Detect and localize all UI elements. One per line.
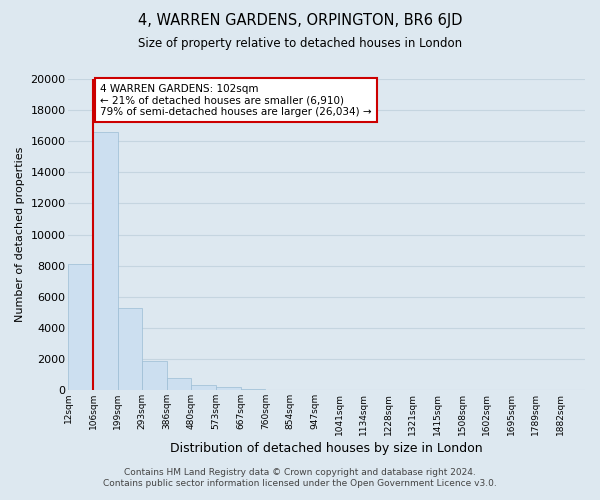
Text: 4 WARREN GARDENS: 102sqm
← 21% of detached houses are smaller (6,910)
79% of sem: 4 WARREN GARDENS: 102sqm ← 21% of detach… [100, 84, 372, 117]
Bar [142, 362, 167, 390]
Bar [191, 386, 216, 390]
Text: Size of property relative to detached houses in London: Size of property relative to detached ho… [138, 38, 462, 51]
Bar [167, 378, 191, 390]
Bar [118, 308, 142, 390]
Y-axis label: Number of detached properties: Number of detached properties [15, 147, 25, 322]
Text: 4, WARREN GARDENS, ORPINGTON, BR6 6JD: 4, WARREN GARDENS, ORPINGTON, BR6 6JD [138, 12, 462, 28]
Bar [241, 388, 265, 390]
Bar [68, 264, 93, 390]
Bar [216, 387, 241, 390]
Bar [93, 132, 118, 390]
X-axis label: Distribution of detached houses by size in London: Distribution of detached houses by size … [170, 442, 483, 455]
Text: Contains HM Land Registry data © Crown copyright and database right 2024.
Contai: Contains HM Land Registry data © Crown c… [103, 468, 497, 487]
